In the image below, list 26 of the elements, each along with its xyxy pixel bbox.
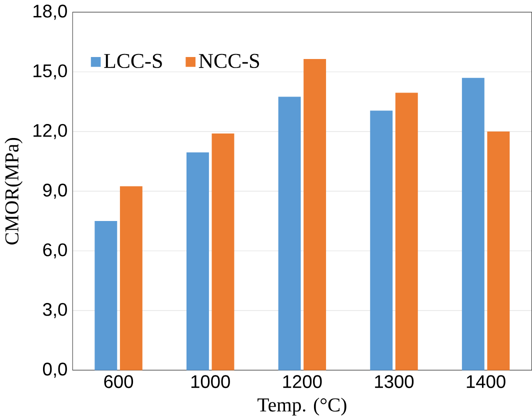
- bar: [186, 152, 209, 370]
- bar: [278, 96, 301, 370]
- x-tick-label: 1300: [375, 375, 414, 388]
- legend-label: NCC-S: [198, 54, 260, 68]
- y-tick-label: 12,0: [34, 124, 67, 139]
- y-axis-title: CMOR(MPa): [4, 138, 23, 244]
- y-tick-label: 18,0: [34, 4, 67, 20]
- bar: [304, 58, 326, 370]
- y-tick-label: 0,0: [43, 362, 67, 378]
- bar: [370, 110, 393, 370]
- y-tick-label: 15,0: [34, 64, 67, 80]
- x-tick-label: 1200: [283, 375, 322, 388]
- bar: [120, 186, 142, 370]
- bar: [212, 133, 234, 370]
- x-axis-title: Temp. (°C): [258, 398, 346, 416]
- bar: [462, 78, 484, 370]
- bar: [395, 92, 418, 370]
- x-tick-label: 1000: [191, 375, 230, 388]
- y-tick-label: 6,0: [43, 243, 67, 258]
- y-tick-label: 3,0: [43, 302, 67, 318]
- bar: [94, 220, 118, 370]
- legend-label: LCC-S: [104, 54, 162, 68]
- bar: [487, 131, 510, 370]
- x-tick-label: 1400: [466, 375, 506, 388]
- x-tick-label: 600: [104, 375, 134, 388]
- y-tick-label: 9,0: [43, 184, 67, 199]
